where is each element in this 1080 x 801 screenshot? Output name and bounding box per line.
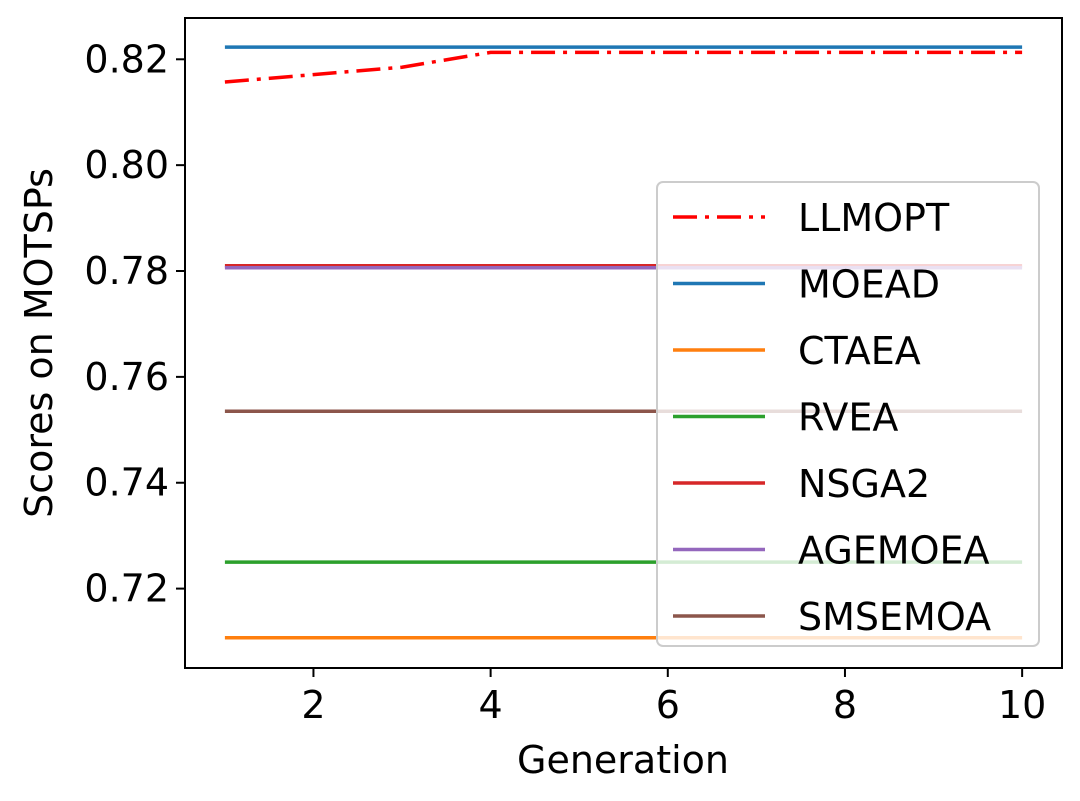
plot-frame (184, 17, 1063, 669)
legend-label-rvea: RVEA (798, 396, 898, 440)
legend-label-nsga2: NSGA2 (798, 462, 930, 506)
y-axis-label: Scores on MOTSPs (17, 168, 61, 518)
x-axis: 2 4 6 8 10 (301, 668, 1046, 727)
x-axis-label: Generation (517, 738, 729, 782)
y-tick-label: 0.74 (84, 461, 169, 505)
y-tick-label: 0.82 (84, 37, 169, 81)
x-tick-label: 10 (998, 683, 1046, 727)
legend-label-agemoea: AGEMOEA (798, 529, 989, 573)
x-tick-label: 8 (833, 683, 857, 727)
y-tick-label: 0.76 (84, 355, 169, 399)
legend-label-llmopt: LLMOPT (798, 196, 950, 240)
legend: LLMOPT MOEAD CTAEA RVEA NSGA2 AGEMOEA SMSEMOA (656, 181, 1040, 647)
y-tick-label: 0.78 (84, 249, 169, 293)
x-tick-label: 6 (656, 683, 680, 727)
y-tick-label: 0.72 (84, 567, 169, 611)
legend-label-ctaea: CTAEA (798, 329, 921, 373)
legend-box (656, 181, 1040, 647)
y-axis: 0.72 0.74 0.76 0.78 0.80 0.82 (84, 37, 185, 611)
x-tick-label: 4 (479, 683, 503, 727)
y-tick-label: 0.80 (84, 143, 169, 187)
x-tick-label: 2 (301, 683, 325, 727)
legend-label-moead: MOEAD (798, 263, 940, 307)
series-line-llmopt (224, 50, 1023, 84)
legend-label-smsemoa: SMSEMOA (798, 595, 991, 639)
